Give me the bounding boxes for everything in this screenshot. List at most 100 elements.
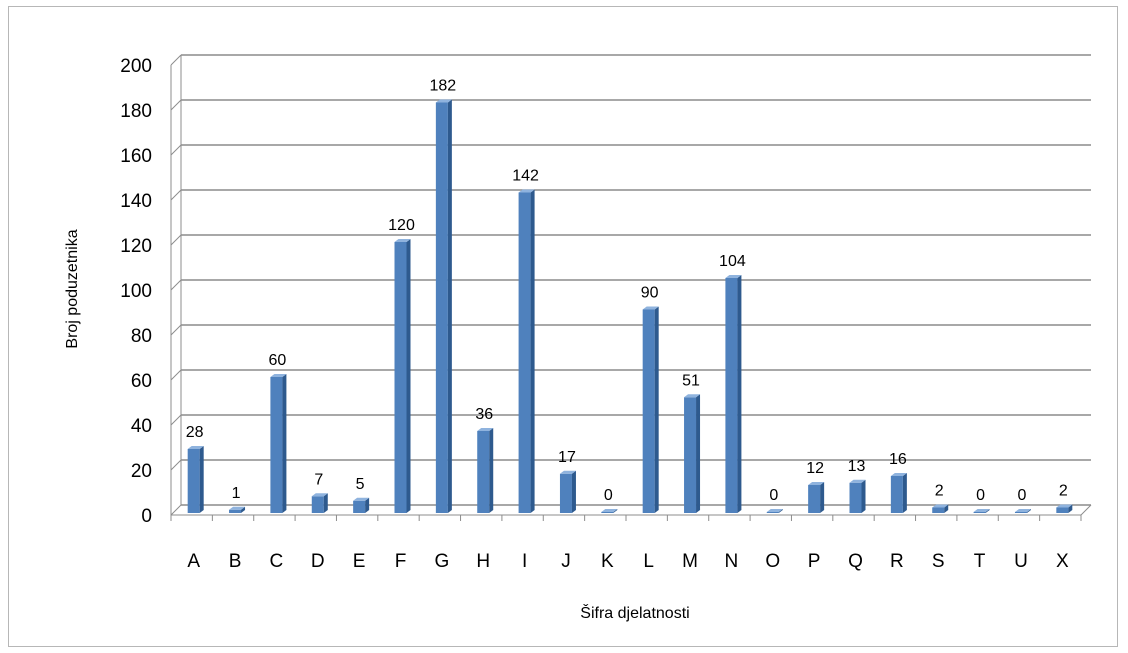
y-tick-label: 200 (120, 56, 152, 77)
gridline-depth (170, 504, 182, 516)
bar-side (944, 504, 949, 513)
bar (642, 306, 659, 513)
bar-side (489, 428, 494, 513)
data-label: 142 (512, 168, 539, 185)
x-tick-label: H (476, 551, 490, 572)
bar-front (684, 397, 697, 513)
bar-front (229, 509, 242, 513)
data-label: 0 (769, 487, 778, 504)
axes (170, 55, 1092, 521)
bar (1056, 504, 1073, 513)
bar-front (932, 507, 945, 513)
bar (559, 470, 576, 513)
bar (229, 506, 246, 513)
bar-side (241, 506, 246, 513)
gridline-depth (170, 234, 182, 246)
bar (353, 497, 370, 513)
x-tick-label: M (682, 551, 698, 572)
bar-front (642, 309, 655, 513)
bar-side (1068, 504, 1073, 513)
chart-frame: 0 20 40 60 80 100 120 140 160 180 200 28 1 60 7 5 120 18… (8, 6, 1118, 647)
bar-top (725, 275, 742, 278)
bar (601, 509, 618, 513)
bar (311, 493, 328, 513)
x-tick-label: J (561, 551, 571, 572)
x-tick-label: S (932, 551, 945, 572)
bar (477, 428, 494, 513)
x-tick-label: R (890, 551, 904, 572)
bar-side (696, 394, 701, 513)
x-tick-label: Q (848, 551, 863, 572)
bar-top (1056, 504, 1073, 508)
bar (849, 479, 866, 513)
x-tick-label: I (522, 551, 527, 572)
data-label: 60 (269, 352, 287, 369)
data-label: 16 (889, 451, 907, 468)
data-label: 36 (475, 406, 493, 423)
bar-front (1014, 512, 1027, 513)
gridline-depth (170, 369, 182, 381)
x-tick-label: L (643, 551, 654, 572)
data-label: 104 (719, 253, 746, 270)
bar-top (808, 482, 825, 485)
gridlines (170, 54, 1091, 516)
bar-side (861, 479, 866, 513)
bar (435, 99, 452, 513)
data-label: 0 (976, 487, 985, 504)
bar-top (766, 509, 783, 512)
data-label: 120 (388, 217, 415, 234)
bar-top (353, 497, 370, 501)
bar-top (518, 189, 535, 193)
bar (890, 473, 907, 513)
bar-top (435, 99, 452, 103)
bar-side (820, 482, 825, 513)
bar-top (559, 470, 576, 474)
x-tick-label: A (187, 551, 200, 572)
bar (766, 509, 783, 513)
data-label: 17 (558, 449, 576, 466)
bar-front (311, 496, 324, 513)
bar (973, 509, 990, 513)
data-label: 0 (1018, 487, 1027, 504)
gridline-depth (170, 459, 182, 471)
bars (187, 99, 1073, 513)
data-label: 12 (806, 460, 824, 477)
data-label: 51 (682, 372, 700, 389)
x-tick-label: B (229, 551, 242, 572)
x-tick-label: O (765, 551, 780, 572)
bar-side (323, 493, 328, 513)
bar-top (642, 306, 659, 310)
x-tick-label: U (1014, 551, 1028, 572)
bar-top (187, 446, 204, 449)
bar-top (973, 509, 990, 512)
bar-top (270, 374, 287, 377)
data-label: 182 (430, 78, 457, 95)
x-tick-label: D (311, 551, 325, 572)
x-tick-label: N (725, 551, 739, 572)
bar-front (435, 102, 448, 513)
bar (394, 239, 411, 513)
x-axis-depth (1080, 504, 1092, 516)
bar-side (199, 446, 204, 513)
y-tick-label: 160 (120, 146, 152, 167)
bar-front (187, 449, 200, 513)
bar (270, 374, 287, 513)
bar-top (684, 394, 701, 398)
y-axis-ticks: 0 20 40 60 80 100 120 140 160 180 200 (120, 56, 152, 527)
bar (684, 394, 701, 513)
y-tick-label: 80 (131, 326, 152, 347)
gridline-depth (170, 54, 182, 66)
y-tick-label: 100 (120, 281, 152, 302)
bar-side (654, 306, 659, 513)
bar-front (477, 431, 490, 513)
bar-front (808, 485, 821, 513)
bar-front (766, 512, 779, 513)
data-label: 28 (186, 424, 204, 441)
gridline-depth (170, 144, 182, 156)
y-tick-label: 20 (131, 461, 152, 482)
bar-side (778, 509, 783, 513)
gridline-depth (170, 189, 182, 201)
y-axis-label: Broj poduzetnika (64, 229, 81, 348)
bar-side (406, 239, 411, 513)
